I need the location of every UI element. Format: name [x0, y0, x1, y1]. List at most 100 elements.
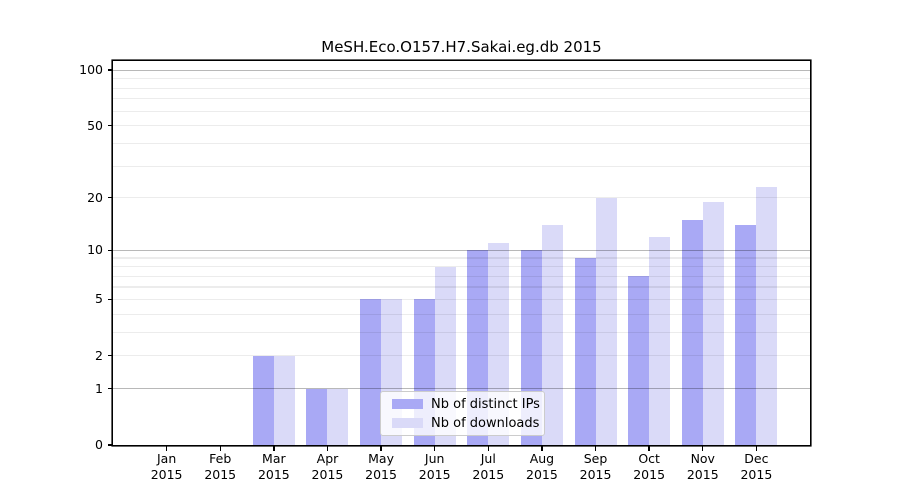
x-tick-label-apr: Apr 2015 [287, 451, 367, 483]
y-tick-mark-5 [107, 298, 113, 301]
bar-distinct-ips-dec [735, 225, 757, 445]
y-tick-label-100: 100 [79, 62, 103, 78]
y-tick-mark-100 [107, 69, 113, 71]
x-tick-mark-feb [219, 446, 221, 451]
x-tick-label-month: Mar [262, 451, 286, 466]
gridline-major-1 [113, 388, 810, 390]
x-tick-label-month: Feb [209, 451, 232, 466]
x-tick-label-feb: Feb 2015 [180, 451, 260, 483]
gridline-major-100 [113, 69, 810, 71]
y-tick-label-5: 5 [95, 291, 103, 307]
y-tick-mark-50 [107, 124, 113, 127]
y-tick-mark-20 [107, 196, 113, 199]
x-tick-mark-aug [541, 446, 543, 451]
x-tick-label-year: 2015 [686, 467, 719, 482]
x-tick-label-year: 2015 [150, 467, 183, 482]
y-tick-label-20: 20 [87, 189, 103, 205]
y-tick-label-2: 2 [95, 347, 103, 363]
legend-label-downloads: Nb of downloads [431, 415, 540, 431]
bar-downloads-apr [327, 388, 349, 445]
x-tick-label-mar: Mar 2015 [234, 451, 314, 483]
gridline-minor-60 [113, 110, 810, 112]
x-tick-label-month: May [368, 451, 394, 466]
x-tick-label-jul: Jul 2015 [448, 451, 528, 483]
gridline-minor-20 [113, 197, 810, 199]
x-tick-label-month: Jan [156, 451, 177, 466]
gridline-minor-90 [113, 78, 810, 80]
x-tick-mark-jul [487, 446, 489, 451]
bar-downloads-sep [595, 197, 617, 445]
bar-distinct-ips-apr [306, 388, 328, 445]
y-tick-mark-10 [107, 249, 113, 251]
chart-title: MeSH.Eco.O157.H7.Sakai.eg.db 2015 [321, 38, 602, 56]
bar-downloads-oct [649, 236, 671, 445]
x-tick-label-sep: Sep 2015 [556, 451, 636, 483]
y-tick-label-10: 10 [87, 242, 103, 258]
gridline-minor-80 [113, 87, 810, 89]
x-tick-label-month: Aug [529, 451, 555, 466]
bar-downloads-dec [756, 186, 778, 445]
x-tick-label-year: 2015 [418, 467, 451, 482]
gridline-minor-3 [113, 331, 810, 333]
x-tick-mark-nov [702, 446, 704, 451]
x-tick-label-year: 2015 [472, 467, 505, 482]
bar-distinct-ips-may [360, 299, 382, 445]
gridline-minor-2 [113, 355, 810, 357]
x-tick-label-month: Apr [316, 451, 339, 466]
y-tick-mark-1 [107, 387, 113, 390]
y-tick-mark-0 [107, 444, 113, 446]
gridline-minor-4 [113, 313, 810, 315]
x-tick-label-month: Nov [690, 451, 715, 466]
x-tick-label-month: Jul [480, 451, 496, 466]
gridline-minor-5 [113, 298, 810, 301]
x-tick-label-jun: Jun 2015 [395, 451, 475, 483]
legend-swatch-distinct-ips [392, 399, 423, 409]
x-tick-label-month: Sep [583, 451, 608, 466]
bar-distinct-ips-oct [628, 276, 650, 445]
y-tick-label-0: 0 [95, 437, 103, 452]
gridline-major-10 [113, 249, 810, 251]
legend-label-distinct-ips: Nb of distinct IPs [431, 396, 540, 412]
bar-downloads-aug [541, 225, 563, 445]
x-tick-label-month: Oct [638, 451, 660, 466]
gridline-minor-8 [113, 266, 810, 268]
gridline-minor-50 [113, 125, 810, 127]
x-tick-label-year: 2015 [257, 467, 290, 482]
x-tick-label-month: Jun [424, 451, 445, 466]
x-tick-mark-jan [165, 446, 168, 451]
x-tick-label-year: 2015 [579, 467, 612, 482]
legend-swatch-downloads [392, 418, 423, 428]
x-tick-mark-oct [648, 446, 650, 451]
plot-area: Nb of distinct IPs Nb of downloads [113, 61, 810, 445]
x-tick-label-year: 2015 [204, 467, 237, 482]
gridline-minor-9 [113, 257, 810, 259]
gridline-minor-7 [113, 275, 810, 277]
gridline-minor-30 [113, 165, 810, 167]
y-tick-mark-2 [107, 355, 113, 357]
x-tick-label-jan: Jan 2015 [127, 451, 207, 483]
x-tick-label-month: Dec [744, 451, 769, 466]
x-tick-mark-may [380, 446, 382, 451]
x-tick-label-year: 2015 [526, 467, 558, 482]
x-tick-label-may: May 2015 [341, 451, 421, 483]
gridline-minor-70 [113, 98, 810, 100]
x-tick-mark-mar [273, 446, 275, 451]
x-tick-mark-jun [433, 446, 436, 451]
legend: Nb of distinct IPs Nb of downloads [380, 391, 545, 436]
x-tick-mark-dec [755, 446, 758, 451]
x-tick-mark-apr [326, 446, 329, 451]
y-tick-label-1: 1 [95, 380, 103, 396]
x-tick-label-year: 2015 [740, 467, 773, 482]
bar-downloads-mar [273, 355, 295, 445]
bar-downloads-nov [702, 201, 724, 445]
legend-item-distinct-ips: Nb of distinct IPs [392, 397, 540, 412]
x-tick-label-nov: Nov 2015 [663, 451, 743, 483]
legend-item-downloads: Nb of downloads [392, 415, 540, 431]
y-tick-label-50: 50 [87, 117, 103, 133]
x-tick-label-year: 2015 [311, 467, 344, 482]
gridline-minor-6 [113, 286, 810, 288]
bar-distinct-ips-mar [252, 355, 274, 445]
x-tick-mark-sep [594, 446, 597, 451]
bar-distinct-ips-sep [574, 257, 596, 445]
